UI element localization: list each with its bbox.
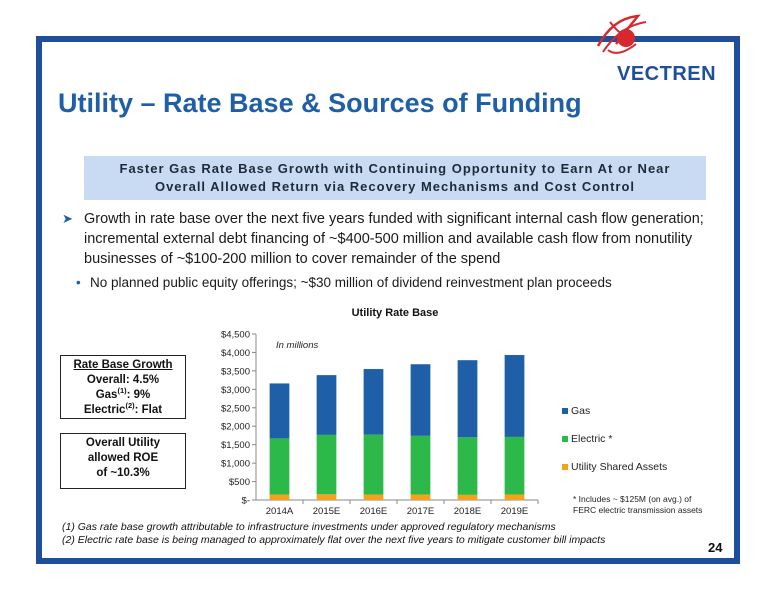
arrow-bullet-icon: ➤ (62, 211, 73, 226)
legend-label: Gas (571, 405, 591, 417)
roe-box: Overall Utility allowed ROE of ~10.3% (60, 433, 186, 489)
bar-electric-2015e (316, 434, 337, 495)
y-tick-label: $3,000 (221, 385, 250, 396)
bar-electric-2019e (504, 436, 525, 495)
footnote-1: (1) Gas rate base growth attributable to… (62, 521, 556, 533)
footnotes: (1) Gas rate base growth attributable to… (62, 521, 605, 547)
bullet-main: ➤ Growth in rate base over the next five… (62, 209, 722, 269)
legend-swatch (562, 464, 568, 470)
chart-annotation: In millions (276, 340, 318, 351)
legend-item: Gas (562, 405, 667, 419)
bar-electric-2014a (269, 438, 290, 495)
y-tick-label: $4,500 (221, 330, 250, 341)
y-tick-label: $4,000 (221, 348, 250, 359)
y-tick-label: $2,500 (221, 403, 250, 414)
banner-line-1: Faster Gas Rate Base Growth with Continu… (119, 161, 671, 176)
legend-swatch (562, 436, 568, 442)
growth-gas: Gas(1): 9% (95, 386, 151, 401)
legend-swatch (562, 408, 568, 414)
brand-name: VECTREN (617, 63, 717, 85)
banner-line-2: Overall Allowed Return via Recovery Mech… (154, 179, 636, 194)
bar-gas-2015e (316, 375, 337, 435)
footnote-2: (2) Electric rate base is being managed … (62, 534, 606, 546)
x-tick-label: 2017E (407, 506, 434, 517)
bullet-list: ➤ Growth in rate base over the next five… (62, 209, 722, 293)
page-title: Utility – Rate Base & Sources of Funding (58, 88, 582, 118)
bar-utility-shared-assets-2014a (269, 494, 290, 500)
bar-electric-2018e (457, 437, 478, 495)
bar-electric-2016e (363, 434, 384, 495)
rate-base-chart: $- $500 $1,000 $1,500 $2,000 $2,500 $3,000 $3,5… (221, 330, 539, 517)
bar-utility-shared-assets-2016e (363, 494, 384, 500)
x-tick-label: 2015E (313, 506, 340, 517)
y-tick-label: $500 (229, 477, 250, 488)
bar-electric-2017e (410, 435, 431, 495)
bar-gas-2018e (457, 360, 478, 438)
headline-banner: Faster Gas Rate Base Growth with Continu… (84, 156, 706, 200)
dot-bullet-icon: • (76, 275, 81, 290)
growth-heading: Rate Base Growth (73, 359, 173, 371)
bullet-main-text: Growth in rate base over the next five y… (84, 211, 704, 267)
y-tick-label: $- (242, 496, 250, 507)
chart-note: * Includes ~ $125M (on avg.) of FERC ele… (573, 494, 703, 515)
x-tick-label: 2016E (360, 506, 387, 517)
rate-base-growth-box: Rate Base Growth Overall: 4.5% Gas(1): 9… (60, 355, 186, 419)
bar-gas-2017e (410, 364, 431, 436)
roe-line-3: of ~10.3% (96, 467, 150, 479)
y-tick-label: $3,500 (221, 366, 250, 377)
y-tick-label: $1,000 (221, 459, 250, 470)
bar-utility-shared-assets-2017e (410, 494, 431, 500)
legend-label: Electric * (571, 433, 613, 445)
growth-electric: Electric(2): Flat (83, 401, 163, 416)
x-tick-label: 2019E (501, 506, 528, 517)
bullet-sub: • No planned public equity offerings; ~$… (62, 273, 722, 293)
legend-item: Electric * (562, 433, 667, 447)
bar-gas-2014a (269, 383, 290, 439)
bar-utility-shared-assets-2015e (316, 494, 337, 500)
bar-utility-shared-assets-2018e (457, 494, 478, 500)
page-number: 24 (708, 540, 723, 555)
chart-legend: Gas Electric * Utility Shared Assets (562, 405, 667, 489)
legend-item: Utility Shared Assets (562, 461, 667, 475)
bullet-sub-text: No planned public equity offerings; ~$30… (90, 275, 612, 290)
x-tick-label: 2018E (454, 506, 481, 517)
y-tick-label: $1,500 (221, 440, 250, 451)
bar-gas-2019e (504, 355, 525, 437)
growth-overall: Overall: 4.5% (86, 374, 160, 386)
vectren-logo-mark (596, 14, 647, 54)
roe-line-1: Overall Utility (85, 437, 161, 449)
chart-title: Utility Rate Base (351, 307, 439, 319)
bar-utility-shared-assets-2019e (504, 494, 525, 500)
x-tick-label: 2014A (266, 506, 294, 517)
y-tick-label: $2,000 (221, 422, 250, 433)
legend-label: Utility Shared Assets (571, 461, 668, 473)
bar-gas-2016e (363, 369, 384, 435)
roe-line-2: allowed ROE (87, 452, 159, 464)
